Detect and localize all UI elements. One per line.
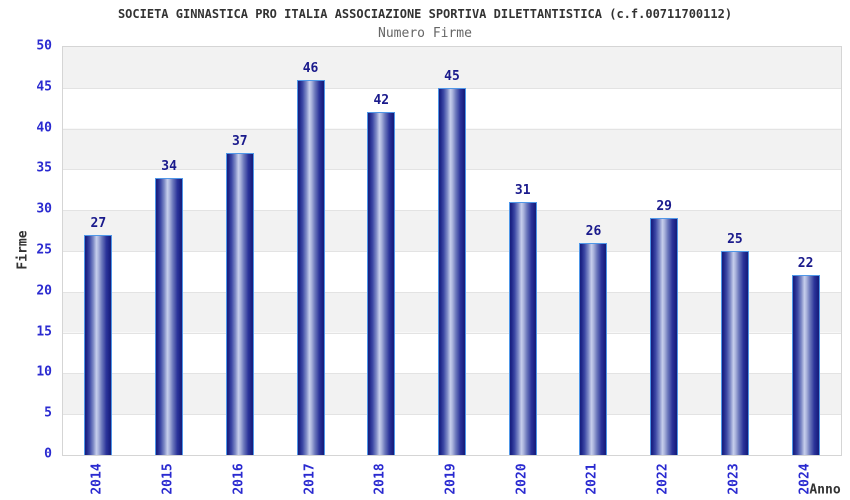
bar-value-label: 46 (302, 60, 319, 76)
bar (720, 251, 749, 455)
y-tick-label: 30 (36, 201, 52, 217)
y-tick-label: 40 (36, 120, 52, 136)
x-tick-label: 2021 (584, 463, 600, 495)
x-axis-title: Anno (809, 482, 841, 498)
bar-value-label: 31 (514, 183, 531, 199)
x-tick-label: 2020 (514, 463, 530, 495)
y-tick-label: 25 (36, 242, 52, 258)
y-axis: 0 5 10 15 20 25 30 35 40 45 50 (0, 39, 57, 462)
bar-value-label: 26 (585, 223, 602, 239)
plot-area: 27 34 37 46 42 45 31 26 29 25 22 (62, 46, 842, 456)
y-tick-label: 0 (44, 446, 52, 462)
y-tick-label: 20 (36, 283, 52, 299)
bar (579, 242, 608, 455)
bar (650, 218, 679, 455)
x-tick-label: 2016 (231, 463, 247, 495)
bar-value-label: 45 (444, 68, 460, 84)
x-tick-label: 2023 (726, 463, 742, 495)
bar (155, 177, 184, 455)
bar-value-label: 37 (231, 134, 248, 150)
x-tick-label: 2014 (89, 463, 105, 495)
bar-value-label: 27 (90, 215, 107, 231)
bar-value-label: 25 (727, 232, 743, 247)
bar (84, 234, 113, 455)
x-tick-label: 2015 (160, 463, 176, 495)
y-tick-label: 35 (36, 160, 52, 176)
x-tick-label: 2019 (443, 463, 459, 495)
bar-value-label: 29 (656, 199, 672, 215)
x-tick-label: 2017 (302, 463, 318, 495)
bar (791, 275, 820, 455)
bar (225, 153, 254, 455)
bar (296, 79, 325, 455)
y-tick-label: 15 (36, 324, 52, 340)
bar (438, 87, 466, 455)
bar (508, 202, 537, 455)
y-tick-label: 45 (36, 79, 52, 95)
y-tick-label: 10 (36, 364, 52, 380)
x-tick-label: 2022 (655, 463, 671, 495)
y-tick-label: 5 (44, 405, 52, 421)
x-axis: 2014 2015 2016 2017 2018 2019 2020 2021 2022 2023… (62, 454, 840, 500)
bar-value-label: 22 (797, 256, 814, 272)
chart-subtitle: Numero Firme (378, 26, 472, 41)
bar-value-label: 42 (373, 93, 390, 109)
x-tick-label: 2018 (372, 463, 388, 495)
bar (367, 112, 396, 455)
bar-value-label: 34 (161, 158, 177, 174)
chart-title: SOCIETA GINNASTICA PRO ITALIA ASSOCIAZIO… (117, 7, 733, 21)
y-tick-label: 50 (36, 38, 52, 54)
